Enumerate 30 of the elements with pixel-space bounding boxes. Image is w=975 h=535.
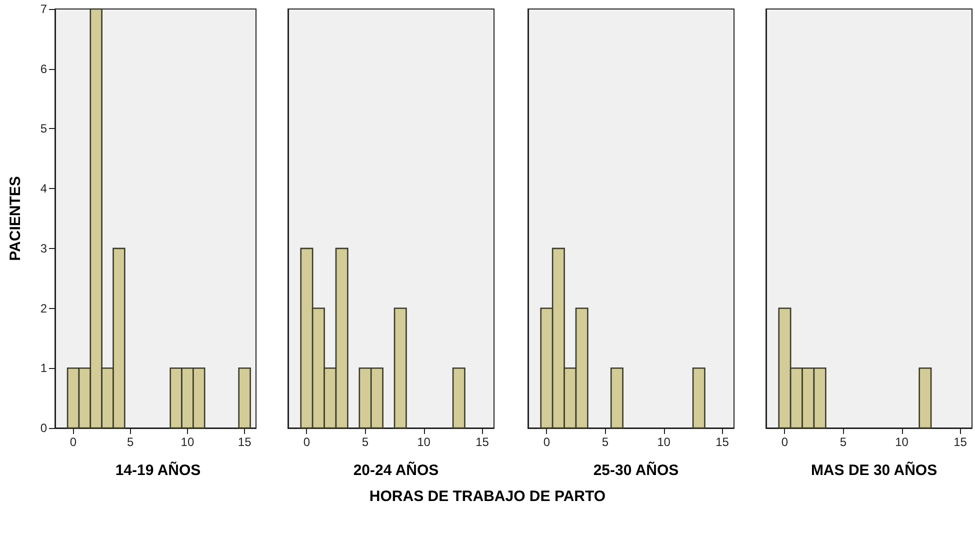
y-tick-label: 4: [40, 182, 48, 196]
x-tick-label: 0: [70, 435, 77, 449]
x-tick-label: 15: [716, 435, 730, 449]
x-tick-label: 10: [895, 435, 909, 449]
y-tick-label: 2: [40, 301, 48, 316]
x-tick-label: 15: [238, 435, 252, 449]
x-tick-label: 10: [180, 435, 194, 449]
text: 20-24 AÑOS: [353, 461, 439, 479]
x-tick-label: 15: [476, 435, 490, 449]
x-tick-label: 0: [781, 435, 788, 449]
y-tick-label: 6: [40, 62, 48, 76]
text: MAS DE 30 AÑOS: [810, 461, 938, 479]
x-tick-label: 10: [417, 435, 431, 449]
y-tick-label: 0: [40, 421, 48, 435]
y-axis-title: PACIENTES: [7, 176, 24, 261]
y-tick-label: 5: [40, 122, 48, 136]
x-tick-label: 10: [657, 435, 671, 449]
x-tick-label: 5: [840, 435, 847, 449]
x-tick-label: 5: [602, 435, 609, 449]
y-tick-label: 3: [40, 241, 48, 256]
x-tick-label: 0: [303, 435, 310, 449]
x-tick-label: 5: [127, 435, 134, 449]
y-tick-label: 7: [40, 2, 48, 16]
x-axis-title: HORAS DE TRABAJO DE PARTO: [368, 488, 607, 505]
x-tick-label: 0: [543, 435, 550, 449]
text: 25-30 AÑOS: [593, 461, 679, 479]
y-tick-label: 1: [40, 361, 48, 376]
x-tick-label: 15: [954, 435, 968, 449]
x-tick-label: 5: [362, 435, 369, 449]
text: 14-19 AÑOS: [115, 461, 201, 479]
